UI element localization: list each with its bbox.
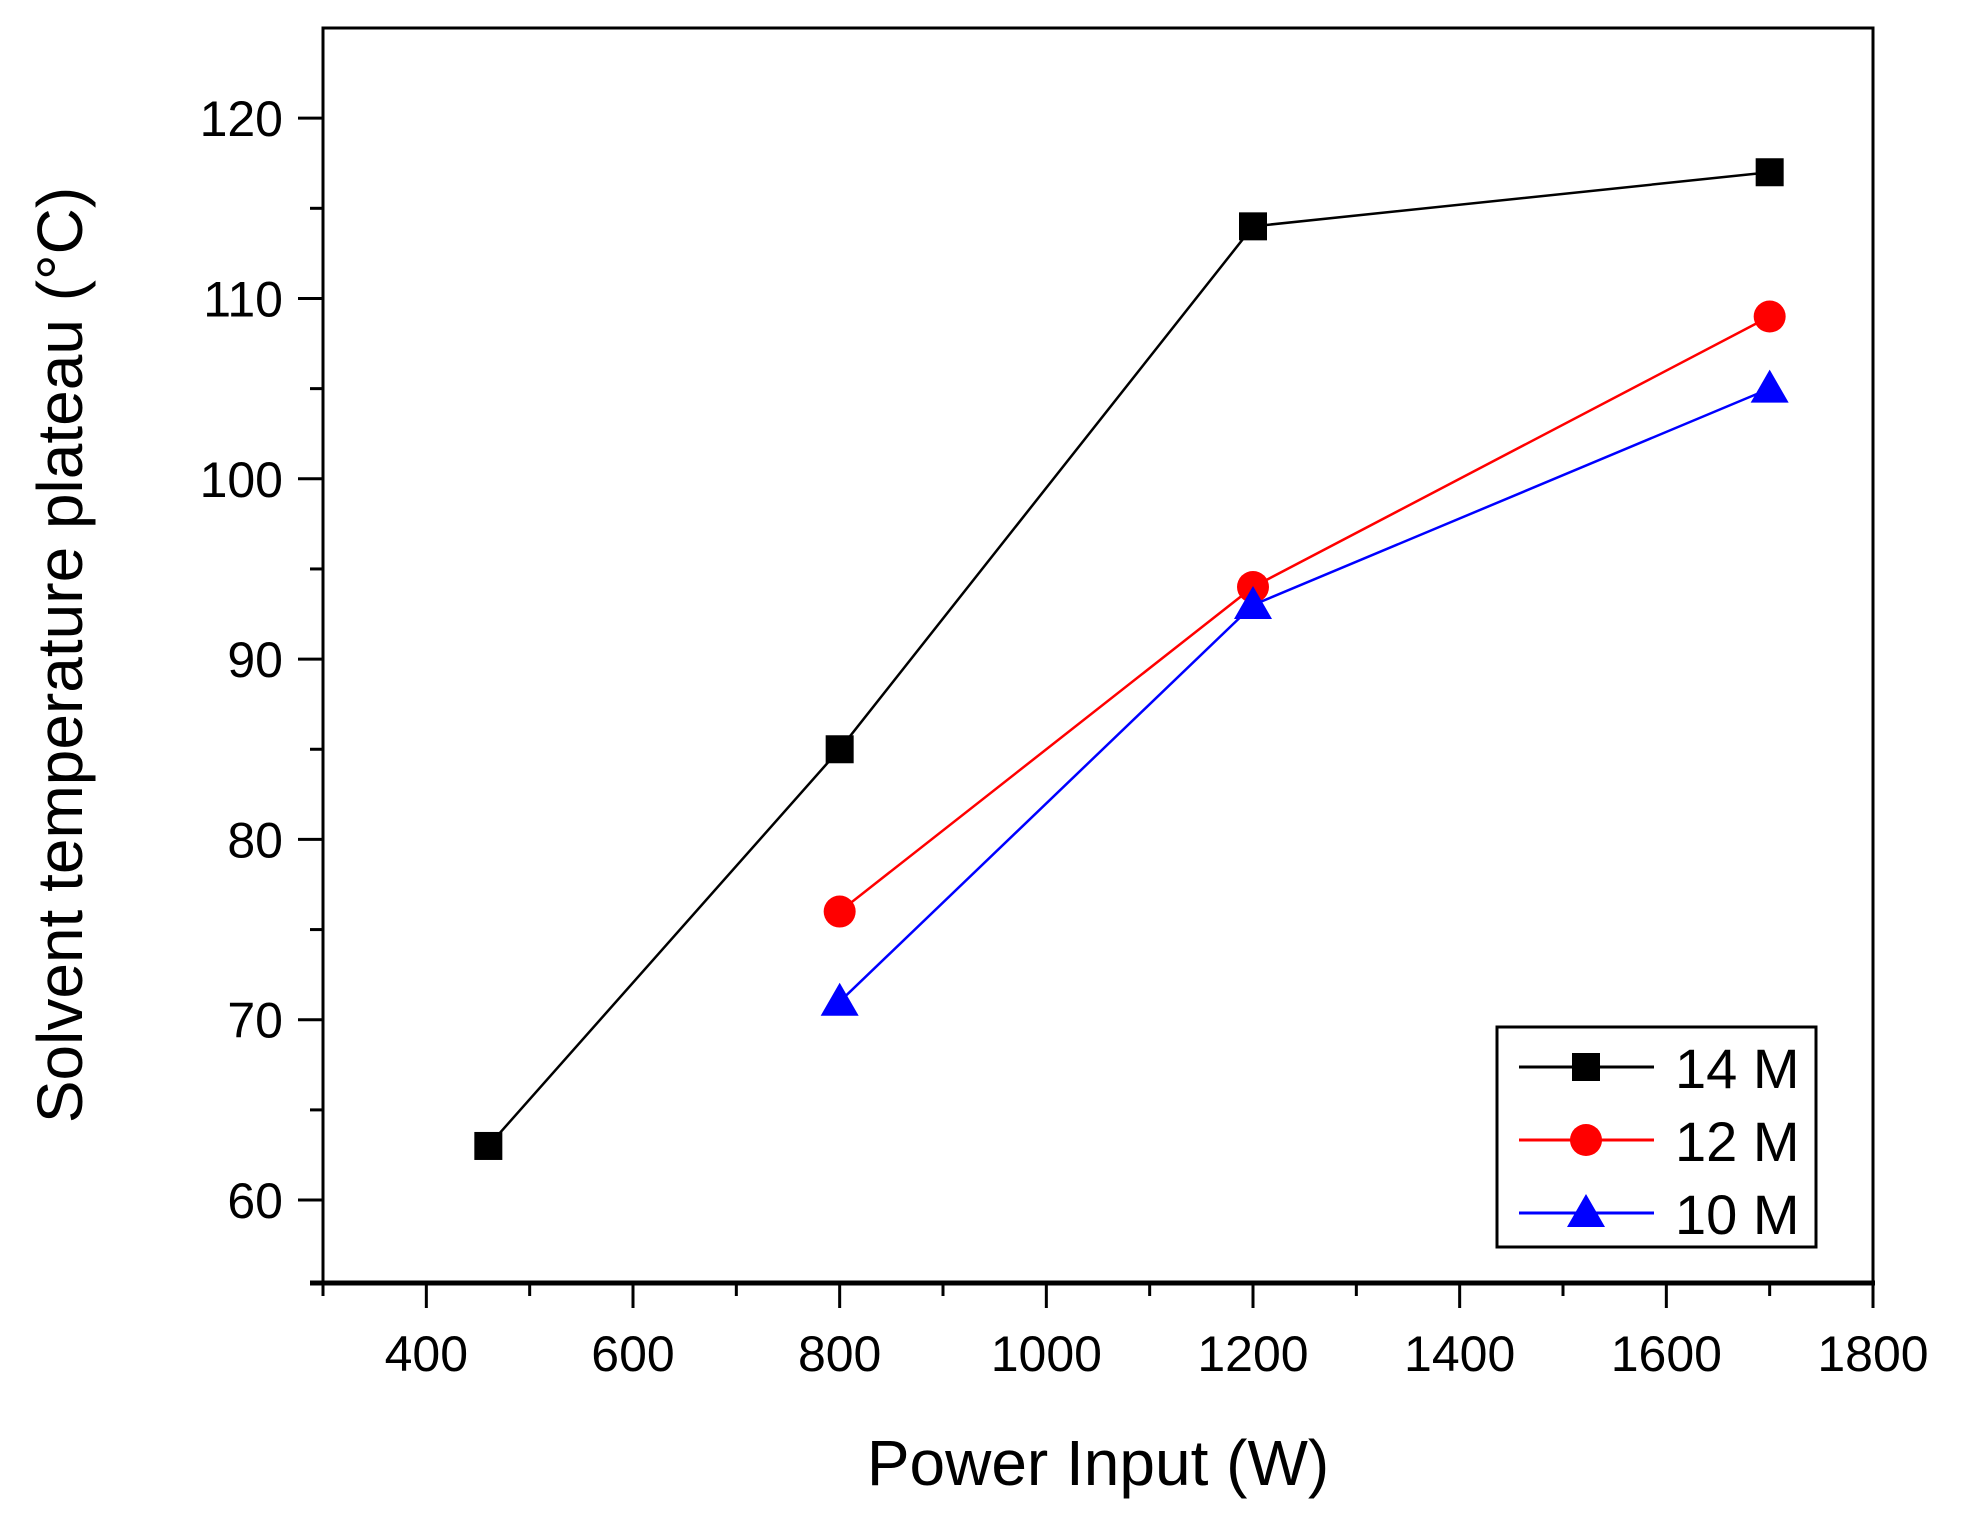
series-line bbox=[838, 387, 1771, 1003]
x-tick-label: 1200 bbox=[1197, 1326, 1308, 1382]
series-12m bbox=[823, 300, 1786, 928]
legend-entry: 10 M bbox=[1519, 1183, 1800, 1246]
x-tick-label: 1400 bbox=[1404, 1326, 1515, 1382]
x-tick-label: 1000 bbox=[991, 1326, 1102, 1382]
y-tick-label: 80 bbox=[227, 812, 283, 868]
x-tick-label: 600 bbox=[591, 1326, 674, 1382]
y-tick-label: 70 bbox=[227, 993, 283, 1049]
x-tick-label: 800 bbox=[798, 1326, 881, 1382]
x-axis-title: Power Input (W) bbox=[867, 1427, 1329, 1499]
legend-entry: 14 M bbox=[1519, 1037, 1800, 1100]
y-tick-label: 60 bbox=[227, 1173, 283, 1229]
data-point bbox=[1239, 212, 1267, 241]
legend-box bbox=[1495, 1025, 1818, 1249]
data-point bbox=[1750, 369, 1789, 403]
legend-label: 10 M bbox=[1675, 1183, 1800, 1246]
legend-marker-triangle-icon bbox=[1567, 1194, 1605, 1227]
data-point bbox=[820, 982, 859, 1016]
legend-label: 14 M bbox=[1675, 1037, 1800, 1100]
legend-label: 12 M bbox=[1675, 1110, 1800, 1173]
legend-entry: 12 M bbox=[1519, 1110, 1800, 1173]
data-point bbox=[1234, 586, 1272, 620]
data-point bbox=[825, 735, 854, 764]
legend: 14 M 12 M 10 M bbox=[1495, 1025, 1818, 1249]
y-tick-label: 100 bbox=[200, 452, 283, 508]
series-line bbox=[838, 315, 1771, 913]
series-10m bbox=[820, 369, 1789, 1016]
legend-marker-square-icon bbox=[1572, 1053, 1600, 1081]
y-tick-label: 90 bbox=[227, 632, 283, 688]
legend-marker-circle-icon bbox=[1570, 1124, 1602, 1156]
data-point bbox=[823, 895, 856, 928]
data-point bbox=[474, 1131, 503, 1160]
data-point bbox=[1755, 158, 1784, 187]
data-point bbox=[1753, 300, 1786, 333]
series-line bbox=[487, 171, 1770, 1147]
x-tick-label: 400 bbox=[385, 1326, 468, 1382]
x-tick-label: 1800 bbox=[1817, 1326, 1928, 1382]
series-14m bbox=[474, 158, 1784, 1160]
y-tick-label: 110 bbox=[203, 271, 283, 327]
y-tick-label: 120 bbox=[200, 91, 283, 147]
y-axis-title: Solvent temperature plateau (°C) bbox=[24, 187, 96, 1123]
x-tick-label: 1600 bbox=[1611, 1326, 1722, 1382]
